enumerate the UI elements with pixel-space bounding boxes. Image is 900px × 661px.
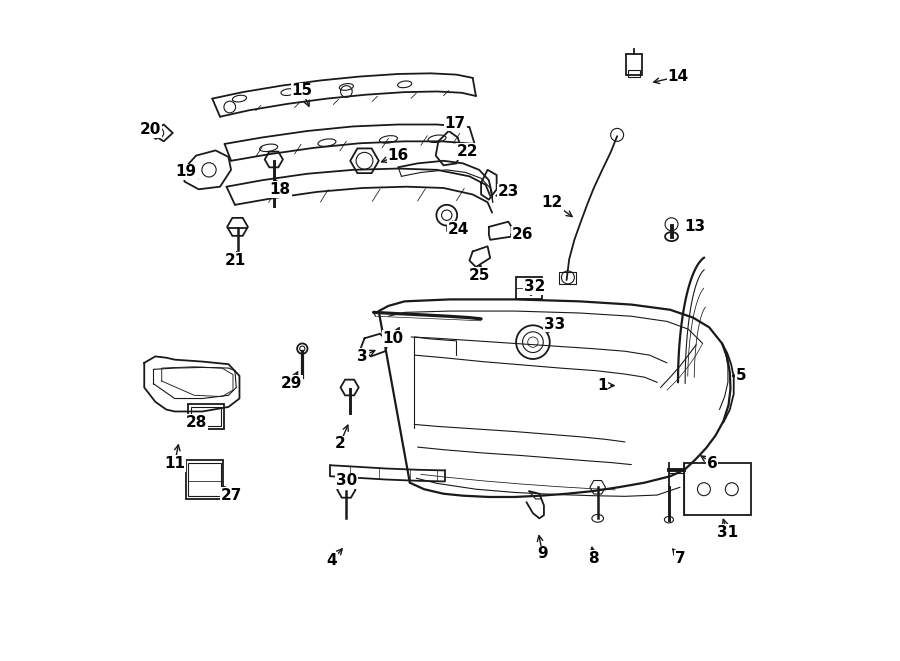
Bar bbox=[628, 70, 640, 77]
Text: 3: 3 bbox=[357, 349, 368, 364]
Text: 9: 9 bbox=[537, 547, 548, 561]
Text: 13: 13 bbox=[684, 219, 706, 235]
Text: 22: 22 bbox=[456, 144, 478, 159]
Text: 26: 26 bbox=[512, 227, 534, 242]
Text: 2: 2 bbox=[335, 436, 346, 451]
Text: 6: 6 bbox=[707, 456, 717, 471]
Bar bbox=[626, 54, 642, 75]
Text: 8: 8 bbox=[589, 551, 599, 566]
Bar bbox=[185, 460, 223, 499]
Text: 1: 1 bbox=[597, 378, 608, 393]
Text: 7: 7 bbox=[675, 551, 685, 566]
Text: 31: 31 bbox=[716, 525, 738, 540]
Text: 30: 30 bbox=[336, 473, 357, 488]
Text: 23: 23 bbox=[498, 184, 519, 200]
Text: 12: 12 bbox=[542, 195, 563, 210]
Text: 14: 14 bbox=[668, 69, 688, 84]
Text: 16: 16 bbox=[388, 148, 409, 163]
Text: 32: 32 bbox=[524, 279, 545, 294]
Bar bbox=[685, 463, 751, 515]
Text: 5: 5 bbox=[736, 368, 747, 383]
Text: 20: 20 bbox=[140, 122, 161, 137]
Text: 25: 25 bbox=[469, 268, 490, 283]
Text: 33: 33 bbox=[544, 317, 565, 332]
Bar bbox=[188, 405, 224, 429]
Text: 21: 21 bbox=[224, 253, 246, 268]
Text: 17: 17 bbox=[445, 116, 465, 131]
Text: 29: 29 bbox=[281, 376, 302, 391]
Text: 27: 27 bbox=[220, 488, 242, 503]
Text: 19: 19 bbox=[176, 165, 197, 179]
Bar bbox=[188, 463, 220, 496]
Text: 18: 18 bbox=[270, 182, 291, 197]
Text: 4: 4 bbox=[327, 553, 338, 568]
Bar bbox=[191, 407, 221, 426]
Bar bbox=[559, 272, 576, 284]
Text: 15: 15 bbox=[292, 83, 313, 98]
Text: 24: 24 bbox=[447, 222, 469, 237]
Text: 10: 10 bbox=[382, 330, 403, 346]
Text: 28: 28 bbox=[185, 415, 207, 430]
Text: 11: 11 bbox=[164, 456, 185, 471]
Bar bbox=[516, 278, 542, 299]
